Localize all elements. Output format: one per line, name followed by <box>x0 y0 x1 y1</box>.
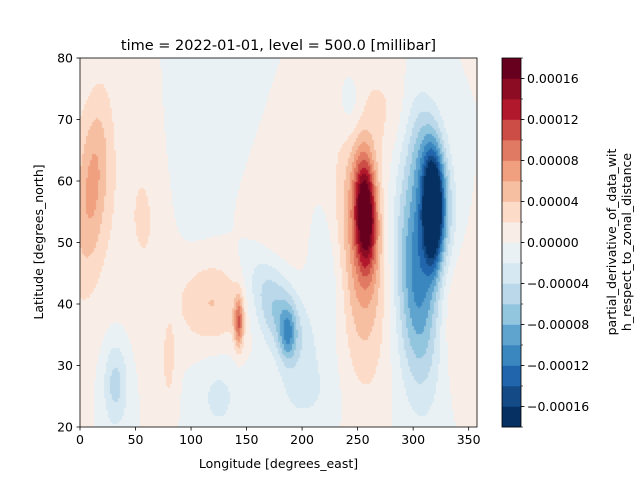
x-tick-label: 150 <box>235 432 259 447</box>
colorbar-segment <box>502 283 521 305</box>
y-axis: 20 30 40 50 60 70 80 <box>57 51 80 435</box>
colorbar-segment <box>502 78 521 100</box>
x-tick-label: 0 <box>76 432 84 447</box>
x-tick-label: 100 <box>179 432 203 447</box>
colorbar-segment <box>502 99 521 120</box>
y-tick-label: 30 <box>57 358 73 373</box>
x-tick-label: 300 <box>401 432 425 447</box>
colorbar-segment <box>502 406 521 428</box>
y-tick-label: 80 <box>57 51 73 66</box>
colorbar-tick-label: 0.00008 <box>527 153 579 168</box>
y-tick-label: 70 <box>57 112 73 127</box>
x-tick-label: 350 <box>457 432 481 447</box>
colorbar-tick-label: −0.00008 <box>527 317 589 332</box>
colorbar-label-line-1: partial_derivative_of_data_wit <box>604 149 619 336</box>
x-tick-label: 50 <box>128 432 144 447</box>
colorbar: 0.00016 0.00012 0.00008 0.00004 0.00000 −0.00… <box>501 57 589 428</box>
colorbar-tick-label: 0.00000 <box>527 235 579 250</box>
colorbar-tick-label: −0.00016 <box>527 399 589 414</box>
colorbar-segment <box>502 242 521 264</box>
colorbar-segment <box>502 119 521 141</box>
colorbar-segment <box>502 140 521 161</box>
colorbar-tick-label: 0.00004 <box>527 194 579 209</box>
colorbar-tick-label: 0.00016 <box>527 71 579 86</box>
y-tick-label: 60 <box>57 174 73 189</box>
heatmap-plot-area <box>79 57 478 428</box>
colorbar-tick-label: 0.00012 <box>527 112 579 127</box>
y-tick-label: 40 <box>57 297 73 312</box>
colorbar-segment <box>502 160 521 182</box>
colorbar-segment <box>502 324 521 346</box>
colorbar-tick-label: −0.00012 <box>527 358 589 373</box>
colorbar-tick-label: −0.00004 <box>527 276 589 291</box>
y-axis-label: Latitude [degrees_north] <box>31 164 46 319</box>
colorbar-segment <box>502 201 521 223</box>
x-tick-label: 200 <box>290 432 314 447</box>
colorbar-segment <box>502 58 521 79</box>
x-tick-label: 250 <box>346 432 370 447</box>
x-axis-label: Longitude [degrees_east] <box>199 456 358 471</box>
y-tick-label: 50 <box>57 235 73 250</box>
colorbar-label-line-2: h_respect_to_zonal_distance <box>619 153 634 331</box>
colorbar-segment <box>502 304 521 325</box>
colorbar-segment <box>502 386 521 407</box>
colorbar-segment <box>502 365 521 387</box>
heatmap-field <box>80 58 477 427</box>
chart-title: time = 2022-01-01, level = 500.0 [millib… <box>121 38 436 54</box>
colorbar-segment <box>502 222 521 243</box>
y-tick-label: 20 <box>57 420 73 435</box>
colorbar-segment <box>502 181 521 202</box>
colorbar-segment <box>502 345 521 366</box>
x-axis: 0 50 100 150 200 250 300 350 <box>76 427 481 447</box>
colorbar-segment <box>502 263 521 284</box>
